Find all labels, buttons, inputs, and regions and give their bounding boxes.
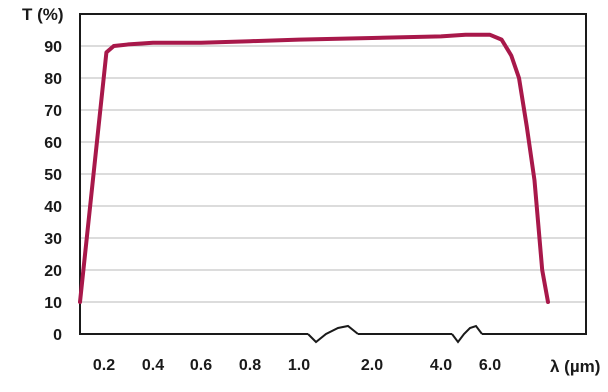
- x-tick-label: 1.0: [288, 357, 310, 374]
- axis-break-mark: [307, 324, 359, 344]
- x-axis-title: λ (µm): [550, 357, 600, 376]
- gridlines: [80, 45, 586, 303]
- x-tick-label: 0.6: [190, 357, 212, 374]
- x-tick-label: 6.0: [479, 357, 501, 374]
- x-tick-label: 0.2: [93, 357, 115, 374]
- x-tick-label: 0.8: [239, 357, 261, 374]
- y-tick-label: 10: [44, 295, 62, 312]
- y-tick-label: 80: [44, 71, 62, 88]
- y-tick-label: 70: [44, 103, 62, 120]
- y-tick-label: 40: [44, 199, 62, 216]
- y-tick-label: 20: [44, 263, 62, 280]
- x-tick-label: 0.4: [142, 357, 164, 374]
- y-tick-label: 50: [44, 167, 62, 184]
- y-tick-label: 30: [44, 231, 62, 248]
- axis-breaks: [307, 324, 483, 344]
- y-tick-labels: 0 10 20 30 40 50 60 70 80 90: [44, 39, 62, 344]
- transmission-curve: [78, 32, 550, 304]
- x-tick-label: 2.0: [361, 357, 383, 374]
- y-tick-label: 60: [44, 135, 62, 152]
- y-tick-label: 0: [53, 327, 62, 344]
- x-tick-labels: 0.2 0.4 0.6 0.8 1.0 2.0 4.0 6.0: [93, 357, 501, 374]
- series-lines: [78, 32, 550, 304]
- y-tick-label: 90: [44, 39, 62, 56]
- x-tick-label: 4.0: [430, 357, 452, 374]
- y-axis-title: T (%): [22, 5, 64, 24]
- axis-break-mark: [451, 324, 483, 344]
